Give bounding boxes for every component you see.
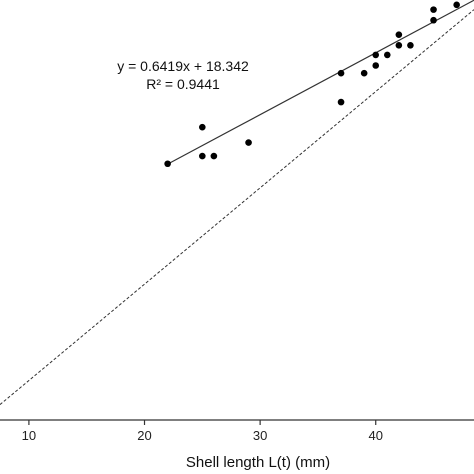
data-point: [199, 152, 206, 160]
x-tick-label: 40: [368, 428, 382, 443]
data-point: [395, 31, 403, 38]
regression-equation: y = 0.6419x + 18.342: [117, 58, 249, 74]
x-axis-title: Shell length L(t) (mm): [186, 454, 330, 471]
data-point: [453, 1, 460, 9]
data-point: [395, 41, 403, 49]
reference-line-layer: [0, 9, 474, 405]
data-point: [372, 62, 380, 69]
x-tick-label: 20: [137, 428, 151, 443]
data-point: [164, 160, 171, 168]
data-point: [337, 69, 345, 77]
data-point: [199, 123, 206, 131]
reference-line: [0, 9, 474, 405]
data-point: [383, 51, 391, 59]
data-point: [372, 51, 380, 59]
x-tick-label: 10: [22, 428, 36, 443]
r-squared-label: R² = 0.9441: [146, 76, 220, 92]
data-point: [430, 16, 437, 24]
data-point: [210, 152, 218, 160]
data-point: [407, 41, 414, 49]
data-point: [337, 98, 345, 106]
x-tick-label: 30: [253, 428, 267, 443]
x-axis: 10 20 30 40: [0, 419, 474, 443]
data-point: [430, 6, 437, 13]
trendline: [167, 0, 474, 165]
trendline-layer: [167, 0, 474, 165]
data-point: [360, 69, 368, 77]
data-points: [164, 1, 460, 168]
data-point: [245, 139, 252, 146]
